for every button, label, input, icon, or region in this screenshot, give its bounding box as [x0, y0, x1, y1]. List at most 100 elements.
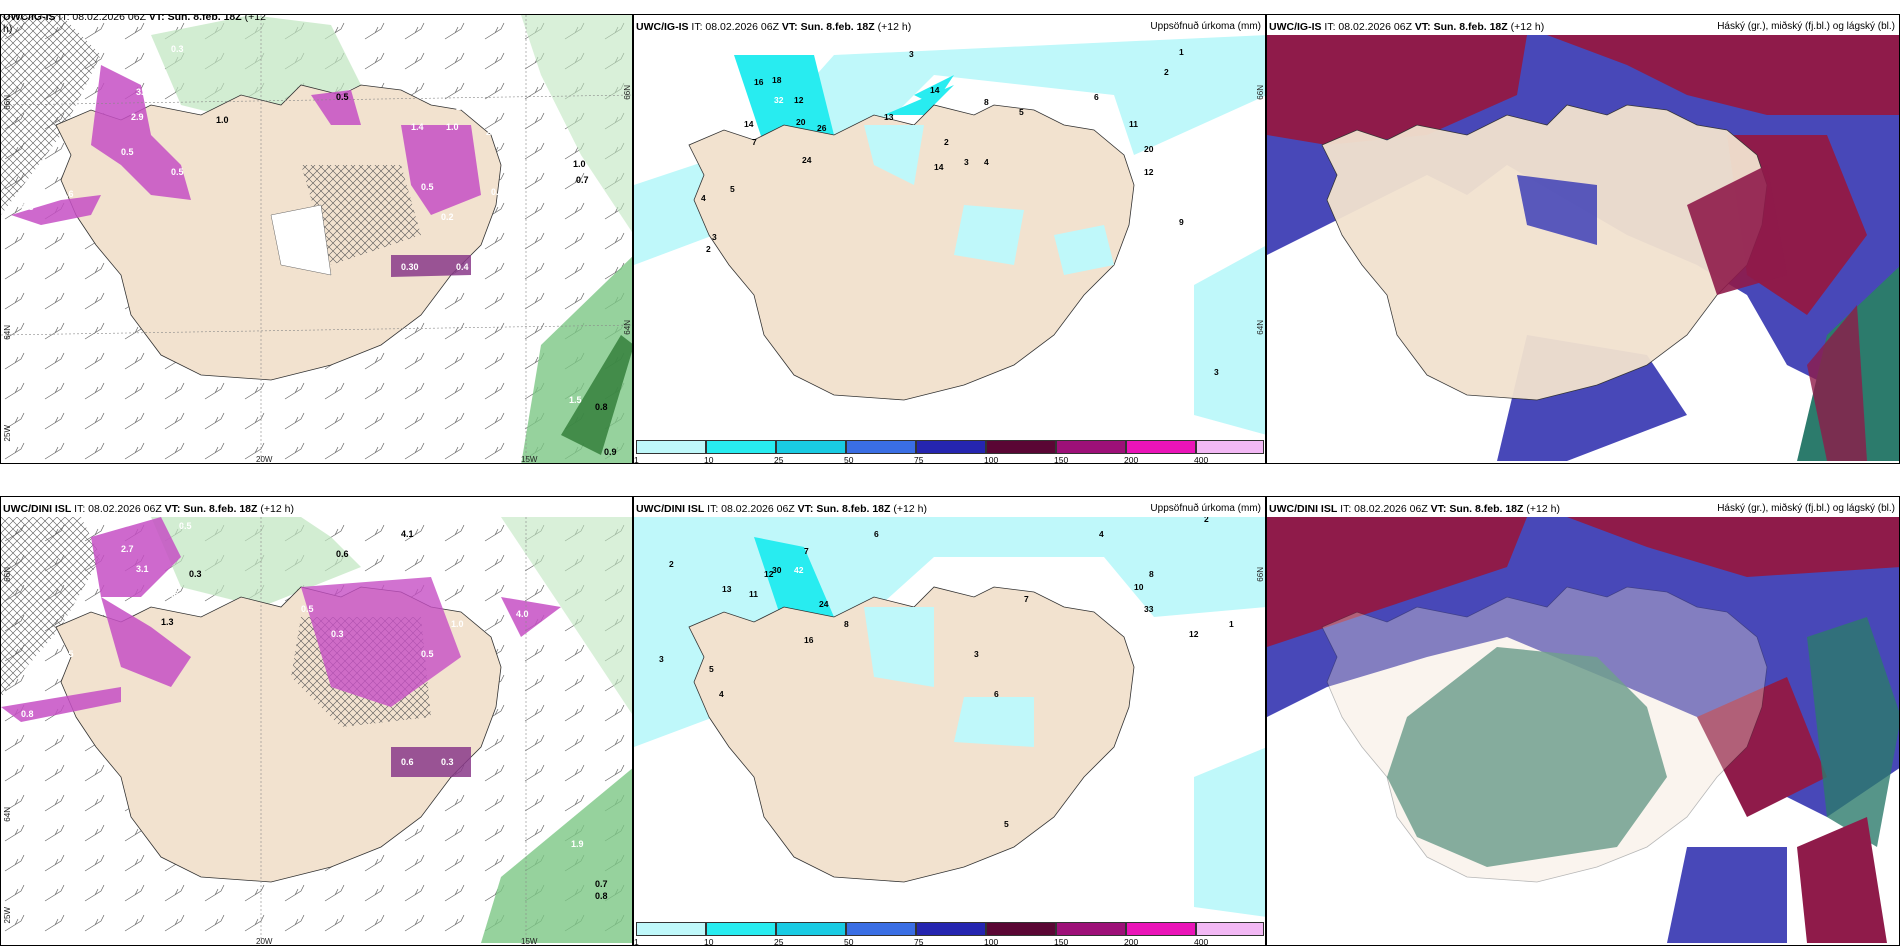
wind-map-top: 0.3 2.0 3.7 2.9 1.0 0.5 0.8 0.6 0.5 0.5 … — [1, 15, 632, 463]
colorbar-tick: 150 — [1054, 455, 1069, 464]
panel-variable-label: Háský (gr.), miðský (fj.bl.) og lágský (… — [1717, 503, 1895, 514]
colorbar-tick: 50 — [844, 937, 854, 946]
cloud-panel-bottom: UWC/DINI ISL IT: 08.02.2026 06Z VT: Sun.… — [1266, 496, 1900, 946]
value-label: 20 — [796, 117, 806, 127]
colorbar-tick: 10 — [704, 455, 714, 464]
value-label: 0.8 — [595, 891, 608, 901]
lat-label: 66N — [3, 567, 12, 582]
lat-label: 64N — [623, 320, 632, 335]
value-label: 6 — [994, 689, 999, 699]
lon-label: 20W — [256, 455, 273, 464]
value-label: 0.8 — [21, 202, 34, 212]
value-label: 0.8 — [431, 97, 444, 107]
value-label: 0.5 — [179, 521, 192, 531]
value-label: 14 — [930, 85, 940, 95]
value-label: 32 — [774, 95, 784, 105]
iceland-land — [688, 104, 1135, 401]
value-label: 20 — [1144, 144, 1154, 154]
colorbar-seg — [846, 922, 916, 936]
value-label: 2.7 — [121, 544, 134, 554]
colorbar-tick: 75 — [914, 455, 924, 464]
colorbar-seg — [1056, 922, 1126, 936]
value-label: 6 — [1094, 92, 1099, 102]
lat-label: 64N — [3, 325, 12, 340]
value-label: 4.1 — [401, 529, 414, 539]
value-label: 0.3 — [441, 757, 454, 767]
value-label: 14 — [934, 162, 944, 172]
panel-variable-label: Uppsöfnuð úrkoma (mm) — [1150, 21, 1261, 32]
value-label: 1.5 — [569, 395, 582, 405]
value-label: 2 — [1204, 517, 1209, 524]
value-label: 0.5 — [171, 167, 184, 177]
lat-label: 66N — [1256, 567, 1265, 582]
value-label: 1.9 — [571, 839, 584, 849]
value-label: 2 — [944, 137, 949, 147]
value-label: 4.0 — [516, 609, 529, 619]
precip-map-top: 3 16 18 32 12 20 26 14 24 7 5 4 3 2 14 1… — [634, 35, 1265, 461]
value-label: 18 — [772, 75, 782, 85]
value-label: 0.7 — [595, 879, 608, 889]
value-label: 3.1 — [136, 564, 149, 574]
lon-label: 25W — [3, 425, 12, 442]
colorbar-tick: 25 — [774, 937, 784, 946]
lat-label: 64N — [1256, 320, 1265, 335]
lon-label: 15W — [521, 937, 538, 946]
value-label: 33 — [1144, 604, 1154, 614]
value-label: 11 — [749, 589, 758, 599]
colorbar-seg — [1196, 922, 1264, 936]
value-label: 42 — [794, 565, 804, 575]
colorbar-seg — [636, 440, 706, 454]
panel-title: UWC/DINI ISL IT: 08.02.2026 06Z VT: Sun.… — [1269, 503, 1560, 515]
value-label: 2 — [669, 559, 674, 569]
panel-title: UWC/IG-IS IT: 08.02.2026 06Z VT: Sun. 8.… — [636, 21, 912, 33]
value-label: 0.8 — [21, 709, 34, 719]
value-label: 11 — [1129, 119, 1138, 129]
colorbar-tick: 1 — [634, 937, 639, 946]
value-label: 0.5 — [336, 92, 349, 102]
wind-panel-bottom: UWC/DINI ISL IT: 08.02.2026 06Z VT: Sun.… — [0, 496, 633, 946]
colorbar-seg — [986, 440, 1056, 454]
value-label: 3.7 — [136, 87, 149, 97]
value-label: 4 — [984, 157, 989, 167]
lon-label: 20W — [256, 937, 273, 946]
value-label: 16 — [754, 77, 764, 87]
wind-map-bottom: 0.5 2.7 3.1 2.8 4.0 0.3 1.3 0.5 0.8 0.6 … — [1, 517, 632, 943]
value-label: 0.7 — [576, 175, 589, 185]
value-label: 4 — [719, 689, 724, 699]
value-label: 9 — [1179, 217, 1184, 227]
value-label: 0.5 — [121, 147, 134, 157]
value-label: 3 — [712, 232, 717, 242]
lat-label: 66N — [623, 85, 632, 100]
value-label: 5 — [709, 664, 714, 674]
value-label: 2 — [1164, 67, 1169, 77]
panel-variable-label: Uppsöfnuð úrkoma (mm) — [1150, 503, 1261, 514]
value-label: 5 — [730, 184, 735, 194]
colorbar-seg — [1126, 922, 1196, 936]
colorbar-seg — [916, 922, 986, 936]
value-label: 3 — [964, 157, 969, 167]
value-label: 3 — [1214, 367, 1219, 377]
value-label: 2.0 — [136, 67, 149, 77]
precip-map-bottom: 2 12 30 42 24 16 8 11 13 3 5 4 7 6 2 33 … — [634, 517, 1265, 943]
value-label: 0.6 — [61, 189, 74, 199]
colorbar-tick: 75 — [914, 937, 924, 946]
panel-title-wrap: h) — [3, 23, 13, 35]
colorbar-tick: 1 — [634, 455, 639, 464]
value-label: 7 — [804, 546, 809, 556]
colorbar-seg — [636, 922, 706, 936]
value-label: 7 — [752, 137, 757, 147]
lat-label: 66N — [3, 95, 12, 110]
cloud-map-top — [1267, 35, 1899, 461]
value-label: 13 — [884, 112, 894, 122]
cloud-panel-top: UWC/IG-IS IT: 08.02.2026 06Z VT: Sun. 8.… — [1266, 14, 1900, 464]
value-label: 1.3 — [161, 617, 174, 627]
value-label: 0.4 — [456, 262, 469, 272]
value-label: 1 — [1179, 47, 1184, 57]
iceland-land — [688, 586, 1135, 883]
value-label: 3 — [909, 49, 914, 59]
value-label: 2.9 — [131, 112, 144, 122]
value-label: 1.0 — [451, 619, 464, 629]
cloud-map-bottom — [1267, 517, 1899, 943]
value-label: 3 — [974, 649, 979, 659]
value-label: 0.2 — [441, 212, 454, 222]
